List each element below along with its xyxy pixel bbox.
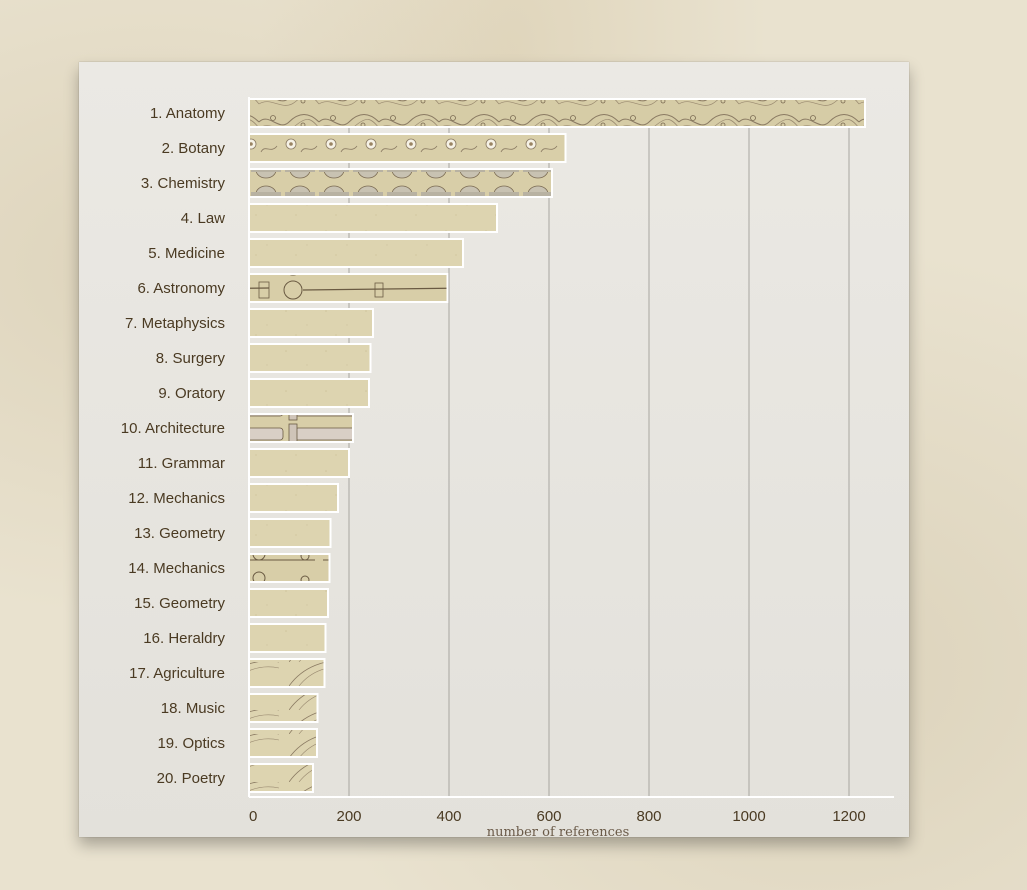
- x-tick-label: 200: [336, 808, 361, 825]
- category-label: 17. Agriculture: [129, 665, 225, 682]
- chart-panel: 1. Anatomy 2. Botany 3. Chemistry 4. Law 5. …: [79, 62, 909, 837]
- x-tick-label: 1000: [732, 808, 765, 825]
- category-label: 5. Medicine: [148, 245, 225, 262]
- bar: [248, 693, 319, 723]
- bar: [248, 553, 331, 583]
- bar: [248, 658, 326, 688]
- bar: [248, 343, 372, 373]
- category-label: 16. Heraldry: [143, 630, 225, 647]
- bar: [248, 133, 567, 163]
- x-tick-label: 0: [249, 808, 257, 825]
- bar: [248, 238, 464, 268]
- category-label: 1. Anatomy: [150, 105, 226, 122]
- bar: [248, 203, 498, 233]
- category-label: 4. Law: [181, 210, 225, 227]
- bar: [248, 763, 314, 793]
- category-label: 12. Mechanics: [128, 490, 225, 507]
- x-tick-label: 800: [636, 808, 661, 825]
- category-label: 10. Architecture: [121, 420, 225, 437]
- category-label: 14. Mechanics: [128, 560, 225, 577]
- category-label: 13. Geometry: [134, 525, 225, 542]
- x-tick-label: 600: [536, 808, 561, 825]
- bar-chart: 1. Anatomy 2. Botany 3. Chemistry 4. Law 5. …: [121, 97, 894, 837]
- bar: [248, 518, 332, 548]
- x-tick-label: 1200: [832, 808, 865, 825]
- x-tick-label: 400: [436, 808, 461, 825]
- bar: [248, 728, 318, 758]
- bar: [248, 588, 329, 618]
- category-label: 9. Oratory: [158, 385, 225, 402]
- category-label: 3. Chemistry: [141, 175, 226, 192]
- category-label: 20. Poetry: [157, 770, 226, 787]
- category-label: 11. Grammar: [138, 455, 225, 472]
- category-label: 19. Optics: [157, 735, 225, 752]
- bar: [248, 413, 354, 443]
- bar: [248, 448, 350, 478]
- bar: [248, 98, 866, 128]
- category-label: 6. Astronomy: [137, 280, 225, 297]
- bar: [248, 168, 553, 198]
- bar: [248, 308, 374, 338]
- category-label: 18. Music: [161, 700, 226, 717]
- bar: [248, 483, 339, 513]
- category-label: 7. Metaphysics: [125, 315, 225, 332]
- category-label: 15. Geometry: [134, 595, 225, 612]
- bar: [248, 378, 370, 408]
- bar: [248, 273, 449, 303]
- category-label: 8. Surgery: [156, 350, 226, 367]
- bar: [248, 623, 327, 653]
- x-axis-title: number of references: [487, 825, 630, 837]
- category-label: 2. Botany: [162, 140, 226, 157]
